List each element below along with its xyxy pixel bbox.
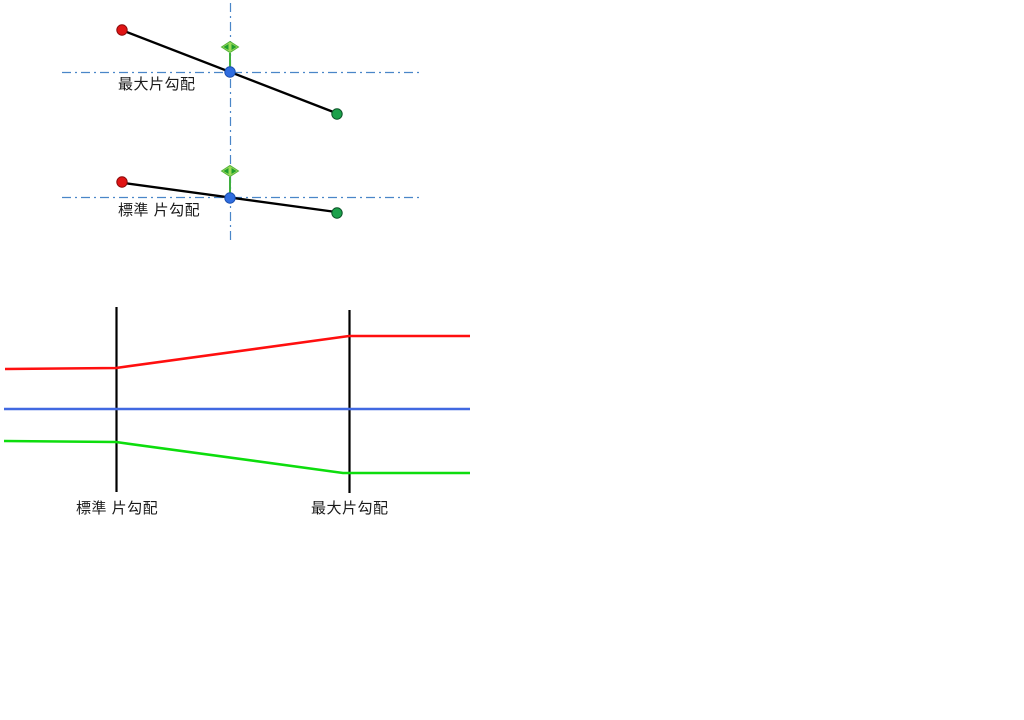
end-endpoint-grip[interactable] bbox=[331, 207, 343, 219]
start-endpoint-grip[interactable] bbox=[116, 24, 128, 36]
pivot-point-grip[interactable] bbox=[224, 192, 236, 204]
slope-arrow-grip[interactable] bbox=[220, 164, 240, 178]
pivot-point-grip[interactable] bbox=[224, 66, 236, 78]
outside-edge-line bbox=[4, 334, 470, 371]
inside-edge-line bbox=[3, 439, 470, 475]
label-max-superelevation: 最大片勾配 bbox=[118, 76, 196, 93]
end-endpoint-grip[interactable] bbox=[331, 108, 343, 120]
arrow-left-icon bbox=[223, 44, 229, 50]
arrow-right-icon bbox=[231, 44, 237, 50]
chart-label-standard-superelevation: 標準 片勾配 bbox=[76, 500, 159, 517]
superelevation-grip-diagram bbox=[62, 3, 420, 240]
superelevation-transition-chart bbox=[3, 307, 470, 493]
arrow-left-icon bbox=[223, 168, 229, 174]
label-standard-superelevation: 標準 片勾配 bbox=[118, 202, 201, 219]
start-endpoint-grip[interactable] bbox=[116, 176, 128, 188]
arrow-right-icon bbox=[231, 168, 237, 174]
chart-label-max-superelevation: 最大片勾配 bbox=[311, 500, 389, 517]
slope-arrow-grip[interactable] bbox=[220, 40, 240, 54]
